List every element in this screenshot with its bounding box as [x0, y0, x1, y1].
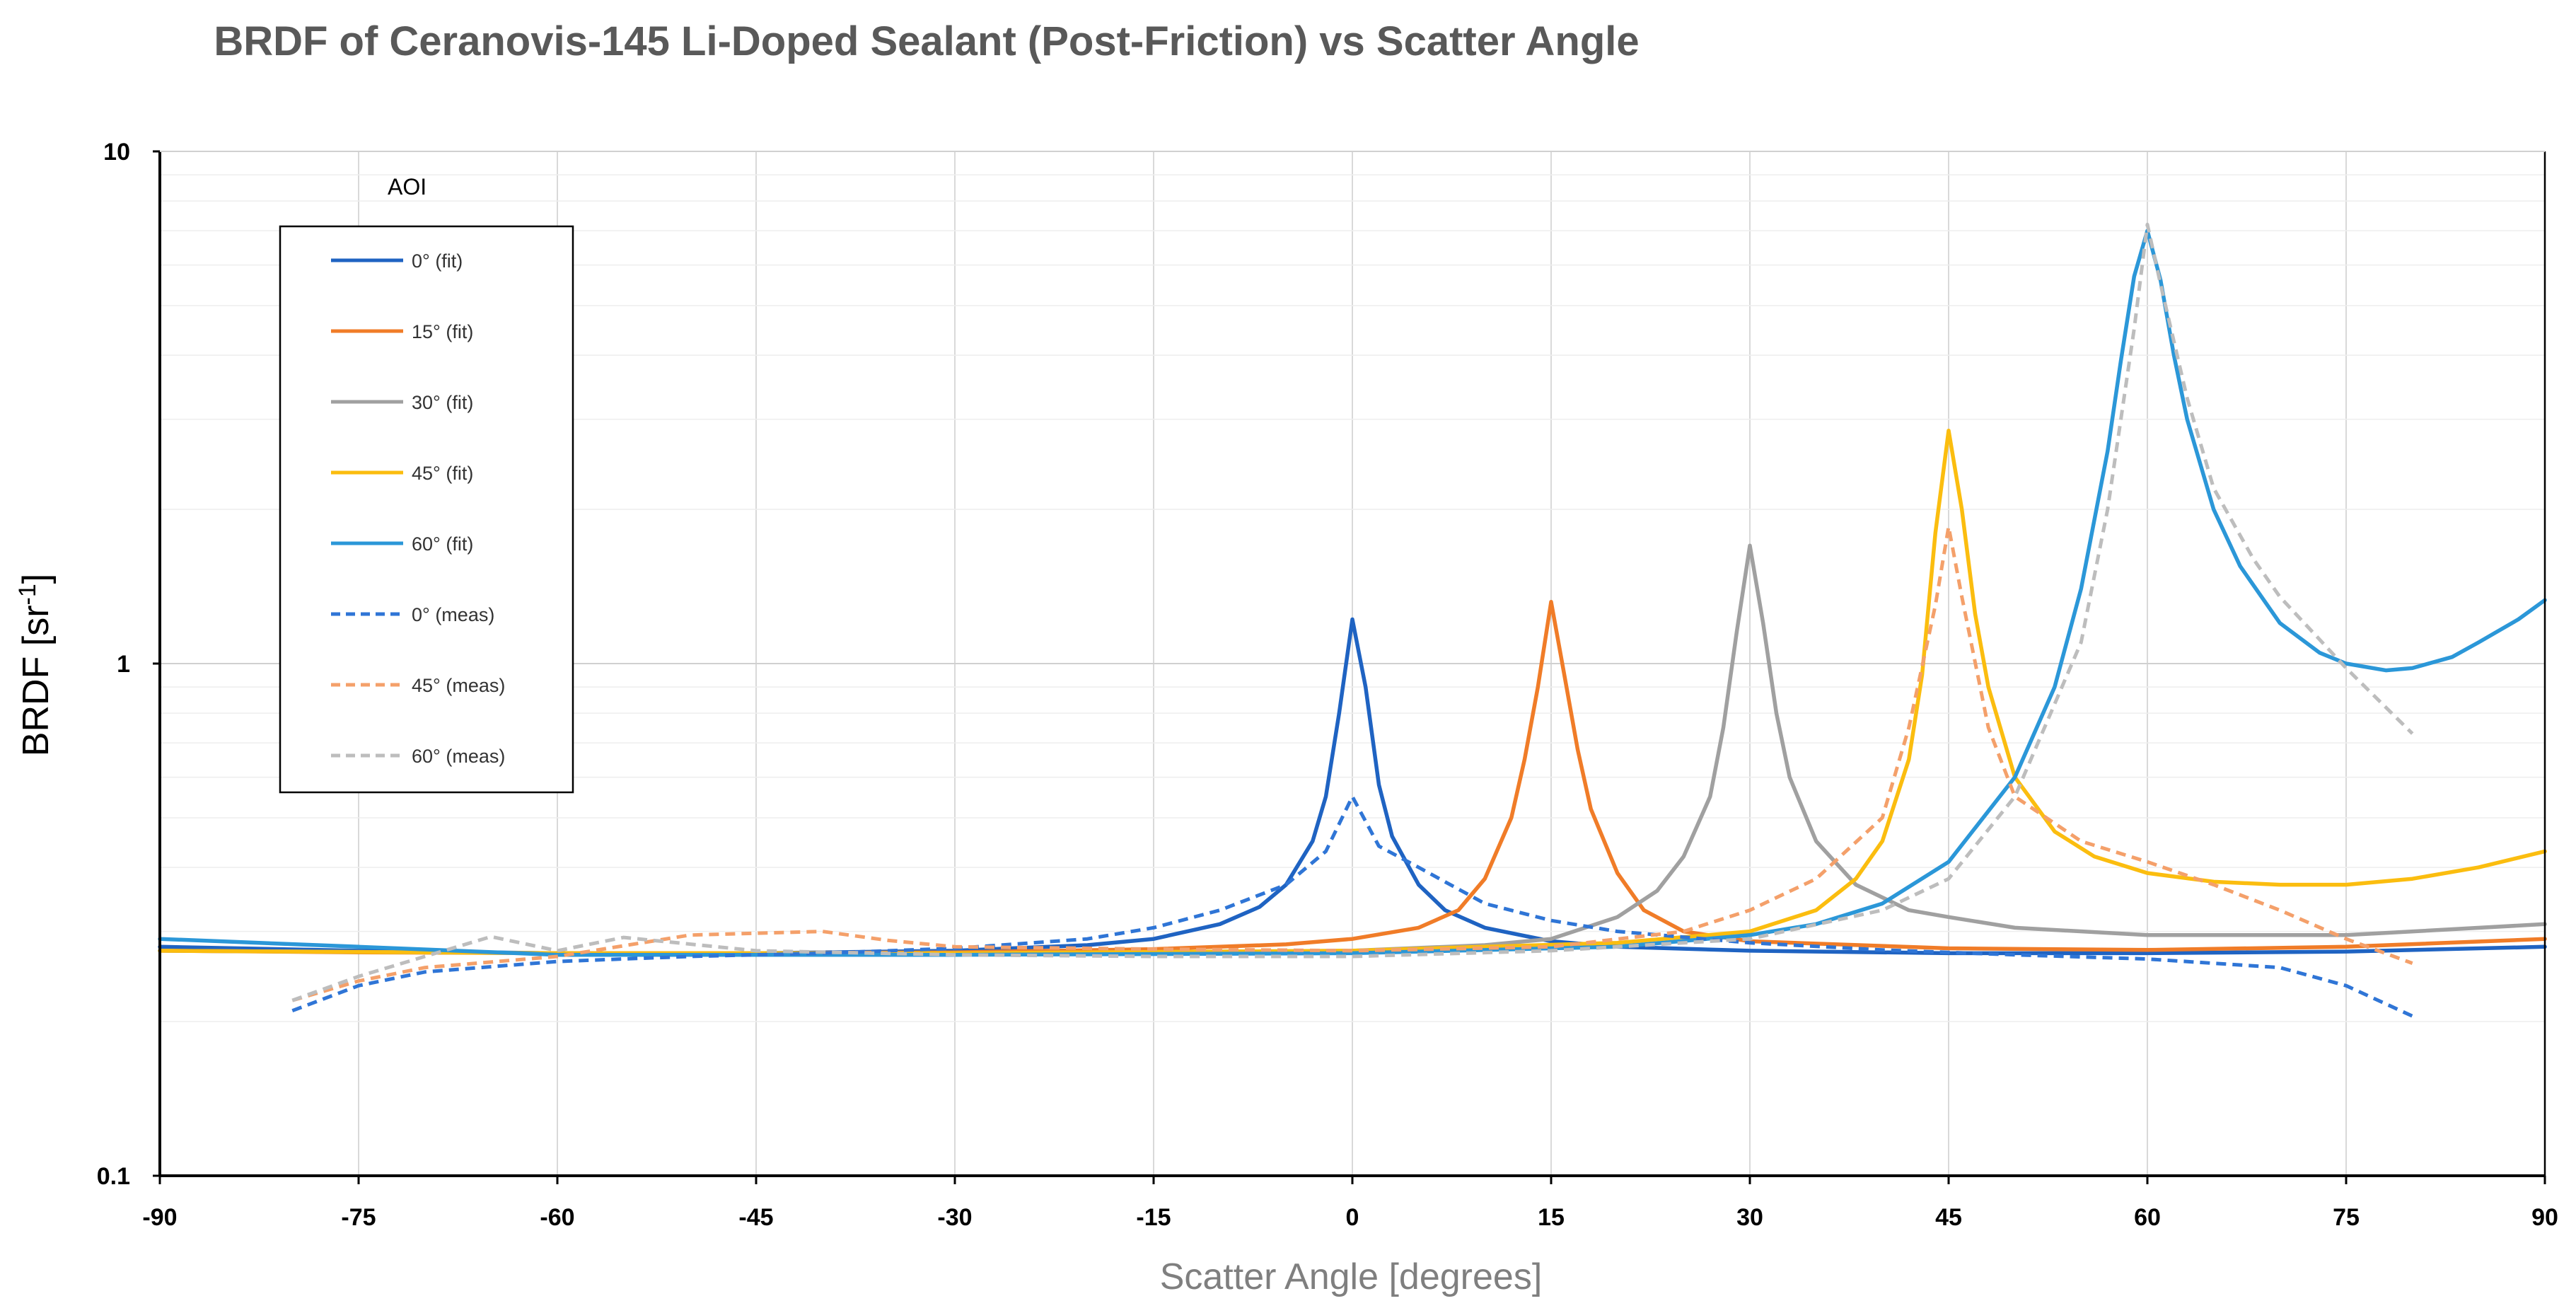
x-tick-label: 0	[1346, 1204, 1359, 1231]
x-axis-label: Scatter Angle [degrees]	[1160, 1256, 1543, 1297]
x-tick-label: -90	[142, 1204, 177, 1231]
x-tick-label: 15	[1538, 1204, 1565, 1231]
chart-title: BRDF of Ceranovis-145 Li-Doped Sealant (…	[214, 18, 1639, 64]
x-tick-label: 30	[1736, 1204, 1763, 1231]
x-tick-label: 75	[2333, 1204, 2360, 1231]
series-line-60-meas	[291, 222, 2414, 1002]
legend-label: 15° (fit)	[412, 321, 473, 342]
legend-title: AOI	[388, 174, 427, 199]
legend-label: 30° (fit)	[412, 392, 473, 413]
x-tick-label: 60	[2134, 1204, 2161, 1231]
x-tick-label: -60	[540, 1204, 574, 1231]
legend: 0° (fit) 15° (fit) 30° (fit) 45° (fit) 60° (…	[279, 225, 574, 794]
y-axis-label-end: ]	[16, 574, 57, 584]
y-tick-label: 0.1	[97, 1163, 130, 1190]
legend-label: 45° (meas)	[412, 675, 505, 696]
series-line-45-fit	[158, 428, 2547, 956]
legend-label: 45° (fit)	[412, 463, 473, 484]
x-tick-label: 45	[1935, 1204, 1962, 1231]
series-line-0-fit	[158, 617, 2547, 956]
y-tick-label: 1	[117, 651, 130, 678]
legend-label: 0° (meas)	[412, 604, 494, 625]
ticks-layer: -90 -75 -60 -45 -30 -15 0 15 30 45 60 75 90 0.1 1 10	[97, 139, 2558, 1231]
legend-label: 0° (fit)	[412, 250, 463, 272]
legend-label: 60° (fit)	[412, 533, 473, 555]
legend-label: 60° (meas)	[412, 746, 505, 767]
x-tick-label: -15	[1136, 1204, 1171, 1231]
y-axis-label-sup: -1	[14, 584, 41, 605]
x-tick-label: -45	[738, 1204, 773, 1231]
y-axis-label: BRDF [sr-1]	[14, 574, 57, 756]
y-tick-label: 10	[103, 139, 130, 166]
x-tick-label: -75	[341, 1204, 376, 1231]
x-tick-label: 90	[2531, 1204, 2558, 1231]
x-tick-label: -30	[937, 1204, 972, 1231]
series-layer	[158, 222, 2547, 1018]
y-axis-label-main: BRDF [sr	[16, 605, 57, 756]
series-line-45-meas	[291, 525, 2413, 1002]
